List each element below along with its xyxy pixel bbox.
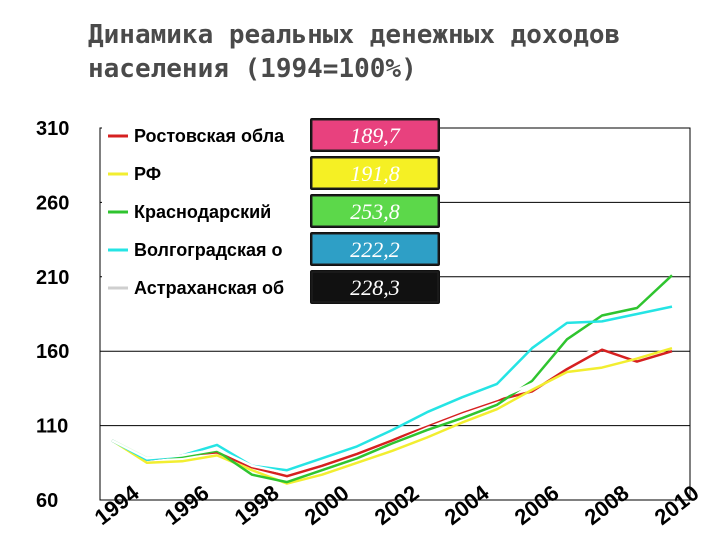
series-line (111, 305, 673, 472)
x-tick-label: 1994 (90, 480, 145, 530)
x-tick-label: 2004 (440, 480, 495, 530)
legend: Ростовская обла 189,7 РФ 191,8 Краснодарский… (102, 118, 440, 304)
legend-label: Ростовская обла (134, 126, 285, 146)
y-tick-label: 160 (36, 341, 69, 363)
series-line (111, 274, 673, 484)
legend-label: Краснодарский (134, 202, 271, 222)
legend-label: Астраханская об (134, 278, 284, 298)
series-line (111, 323, 673, 475)
x-axis: 1994 1996 1998 2000 2002 2004 2006 2008 2010 (90, 480, 704, 530)
plot-area (111, 274, 673, 485)
legend-label: Волгоградская о (134, 240, 282, 260)
value-badge (311, 271, 439, 303)
value-badge (311, 233, 439, 265)
y-tick-label: 110 (36, 416, 68, 438)
x-tick-label: 1998 (230, 480, 284, 530)
y-tick-label: 310 (36, 118, 69, 140)
value-badge (311, 157, 439, 189)
value-badge-label: 191,8 (350, 161, 400, 186)
legend-label: РФ (134, 164, 161, 184)
chart-title: Динамика реальных денежных доходов насел… (88, 20, 621, 84)
value-badge (311, 195, 439, 227)
x-tick-label: 2002 (370, 480, 424, 530)
x-tick-label: 1996 (160, 480, 214, 530)
value-badge-label: 253,8 (350, 199, 400, 224)
y-axis: 60 110 160 210 260 310 (36, 118, 69, 512)
x-tick-label: 2000 (300, 480, 354, 530)
x-tick-label: 2008 (580, 480, 634, 530)
y-tick-label: 260 (36, 192, 69, 214)
value-badge-label: 222,2 (350, 237, 400, 262)
value-badge-label: 228,3 (350, 275, 400, 300)
y-tick-label: 60 (36, 490, 58, 512)
series-line (111, 347, 673, 485)
value-badge (311, 119, 439, 151)
x-tick-label: 2010 (650, 480, 704, 530)
x-tick-label: 2006 (510, 480, 564, 530)
value-badge-label: 189,7 (350, 123, 401, 148)
y-tick-label: 210 (36, 267, 69, 289)
